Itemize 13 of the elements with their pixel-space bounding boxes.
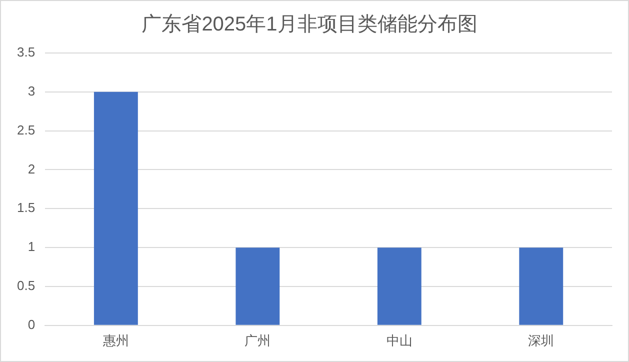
y-tick-label: 2: [28, 161, 36, 176]
y-tick-label: 1: [28, 239, 36, 254]
y-tick-label: 1.5: [16, 200, 36, 216]
x-tick-label: 广州: [244, 332, 271, 348]
y-tick-label: 3.5: [16, 44, 36, 60]
y-tick-label: 0.5: [16, 278, 36, 294]
chart-title: 广东省2025年1月非项目类储能分布图: [142, 14, 478, 36]
x-tick-label: 中山: [386, 332, 412, 348]
x-tick-label: 深圳: [528, 332, 554, 348]
y-tick-label: 0: [28, 316, 36, 332]
y-tick-label: 3: [28, 83, 36, 98]
x-tick-label: 惠州: [102, 332, 129, 348]
y-tick-label: 2.5: [16, 122, 36, 138]
